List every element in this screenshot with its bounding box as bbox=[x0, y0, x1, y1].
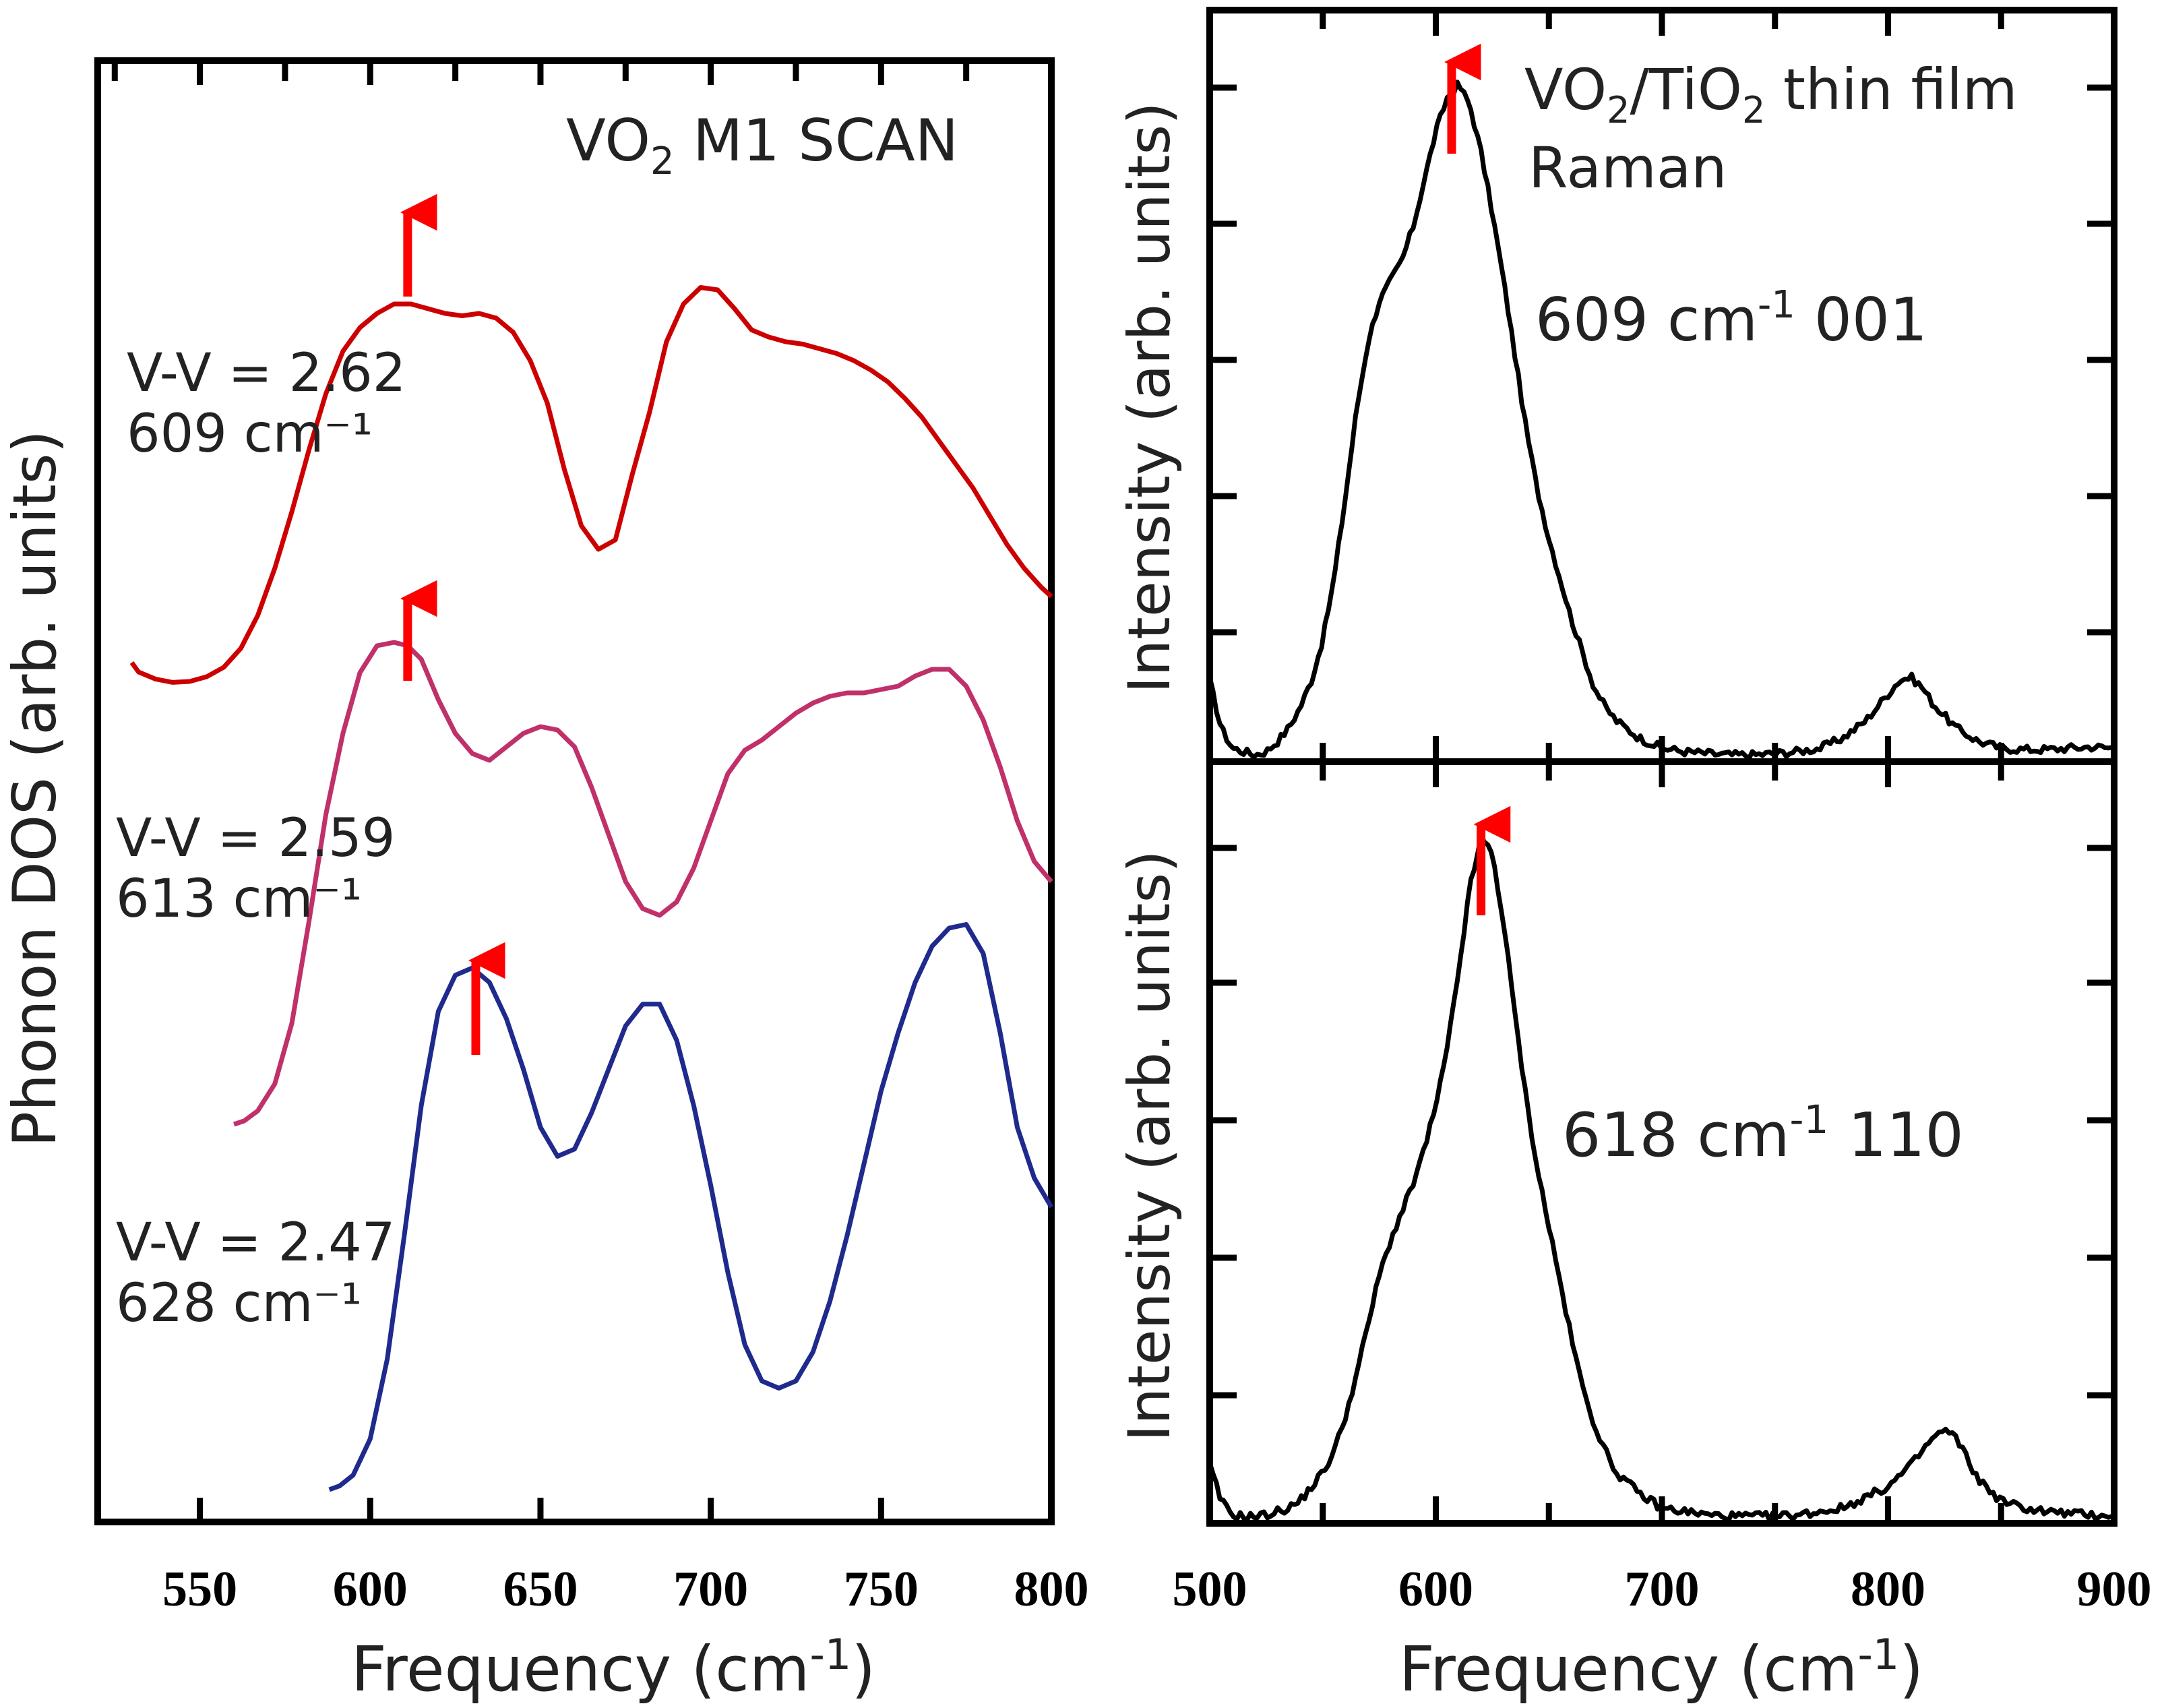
right-bottom-curve bbox=[1207, 834, 2113, 1523]
right-x-tick-label: 500 bbox=[1173, 1562, 1247, 1617]
raman-spectrum-line bbox=[1207, 80, 2113, 762]
right-bottom-annotation: 618 cm-1 110 bbox=[1562, 1097, 1964, 1171]
right-top-panel: VO2/TiO2 thin film Raman 609 cm-1 001 In… bbox=[1116, 7, 2117, 765]
right-top-y-axis-label: Intensity (arb. units) bbox=[1116, 102, 1183, 694]
left-series-line bbox=[233, 640, 1053, 1127]
raman-legend-line2: Raman bbox=[1528, 135, 1727, 201]
right-x-tick-label: 700 bbox=[1625, 1562, 1700, 1617]
left-series-line bbox=[129, 285, 1053, 685]
series-label-bottom-vv: V-V = 2.47 bbox=[116, 1213, 395, 1273]
right-top-curve bbox=[1207, 80, 2113, 762]
series-label-top-freq: 609 cm⁻¹ bbox=[127, 404, 373, 464]
series-label-bottom-freq: 628 cm⁻¹ bbox=[116, 1273, 362, 1334]
right-x-tick-label: 800 bbox=[1851, 1562, 1925, 1617]
series-label-mid-vv: V-V = 2.59 bbox=[116, 808, 395, 869]
left-plot-frame bbox=[94, 57, 1055, 1525]
left-series-line bbox=[328, 922, 1054, 1492]
left-x-tick-label: 750 bbox=[844, 1562, 919, 1617]
right-x-axis-label: Frequency (cm-1) bbox=[1399, 1630, 1923, 1705]
left-y-axis-label: Phonon DOS (arb. units) bbox=[0, 430, 69, 1147]
right-top-ticks bbox=[1210, 10, 2114, 762]
left-x-tick-label: 600 bbox=[333, 1562, 408, 1617]
left-x-ticks: 550 600 650 700 750 800 bbox=[111, 61, 1089, 1617]
right-x-tick-label: 900 bbox=[2077, 1562, 2152, 1617]
right-bottom-panel: 500 600 700 800 900 618 cm-1 110 Intensity (… bbox=[1116, 758, 2152, 1705]
left-panel-title: VO2 M1 SCAN bbox=[566, 107, 958, 183]
right-bottom-y-axis-label: Intensity (arb. units) bbox=[1116, 850, 1183, 1442]
left-x-tick-label: 650 bbox=[503, 1562, 578, 1617]
left-peak-arrows bbox=[400, 193, 505, 1055]
series-label-top-vv: V-V = 2.62 bbox=[127, 343, 406, 404]
left-x-axis-label: Frequency (cm-1) bbox=[351, 1630, 875, 1705]
series-label-mid-freq: 613 cm⁻¹ bbox=[116, 869, 362, 929]
left-x-tick-label: 800 bbox=[1014, 1562, 1089, 1617]
right-top-plot-frame bbox=[1206, 7, 2117, 765]
left-x-tick-label: 700 bbox=[673, 1562, 748, 1617]
left-curves bbox=[129, 285, 1054, 1492]
left-x-tick-label: 550 bbox=[162, 1562, 237, 1617]
right-bottom-ticks: 500 600 700 800 900 bbox=[1173, 762, 2152, 1617]
raman-legend-line1: VO2/TiO2 thin film bbox=[1524, 57, 2018, 131]
right-top-annotation: 609 cm-1 001 bbox=[1535, 283, 1927, 355]
right-x-tick-label: 600 bbox=[1398, 1562, 1473, 1617]
raman-spectrum-line bbox=[1207, 834, 2113, 1523]
left-panel: 550 600 650 700 750 800 VO2 M1 SCAN V-V = 2.6… bbox=[0, 57, 1089, 1705]
